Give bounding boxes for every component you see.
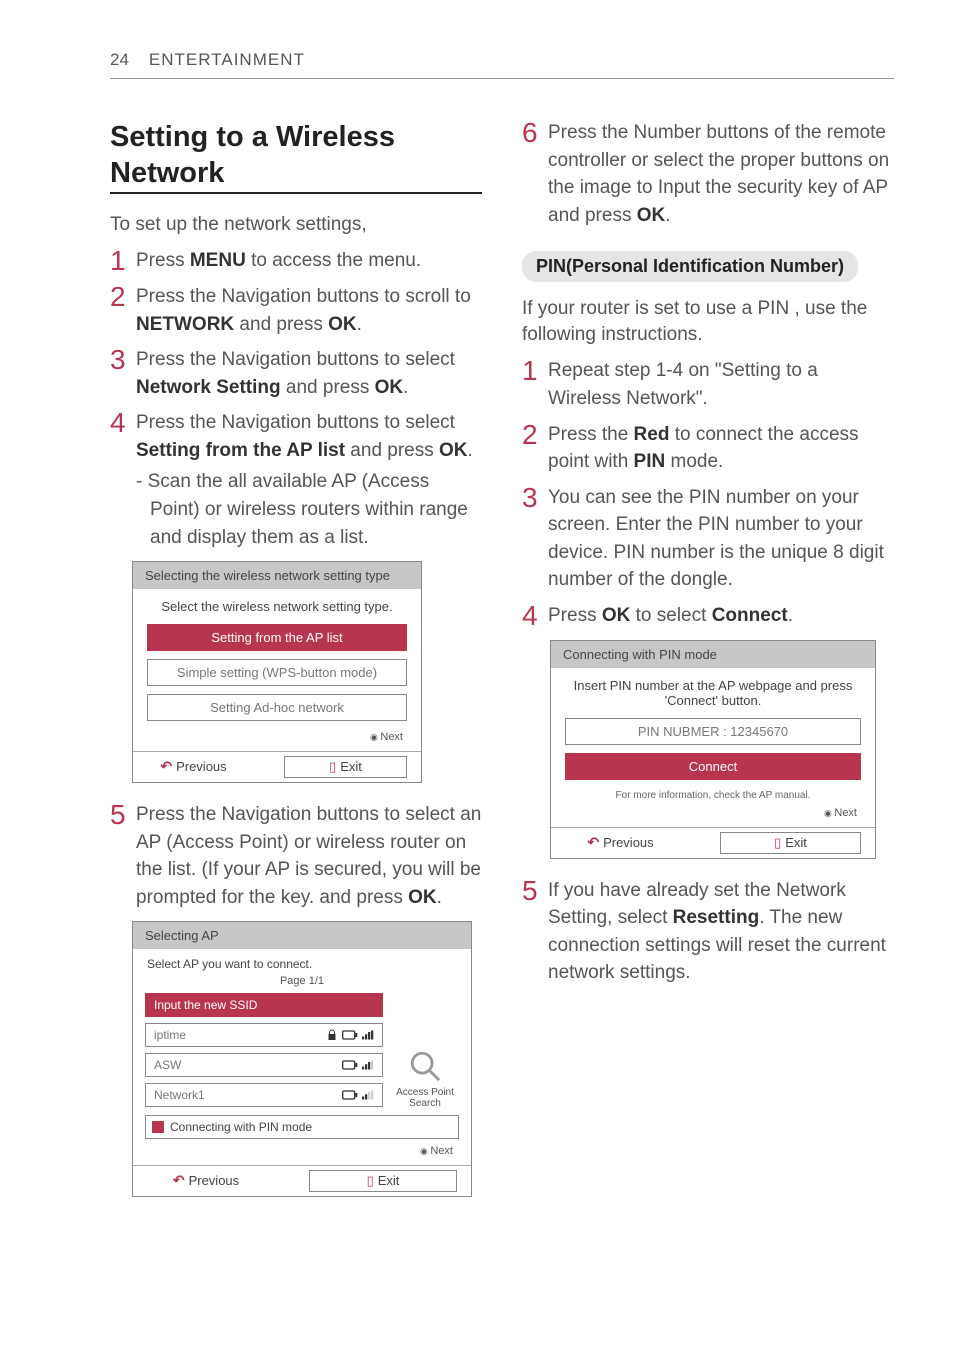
ap-row-network1[interactable]: Network1	[145, 1083, 383, 1107]
search-icon	[408, 1049, 442, 1083]
previous-button[interactable]: Previous	[551, 834, 690, 852]
section-name: ENTERTAINMENT	[149, 50, 305, 70]
ap-row-new-ssid[interactable]: Input the new SSID	[145, 993, 383, 1017]
pin-number-display: PIN NUBMER : 12345670	[565, 718, 861, 745]
step-text: Press the Navigation buttons to select a…	[136, 801, 482, 911]
pin-mode-button[interactable]: Connecting with PIN mode	[145, 1115, 459, 1139]
right-column: 6 Press the Number buttons of the remote…	[522, 119, 894, 1197]
page-number: 24	[110, 50, 129, 70]
next-button[interactable]: Next	[133, 1143, 471, 1165]
step-number: 3	[110, 346, 128, 401]
step-text: Press MENU to access the menu.	[136, 247, 482, 275]
step-text: Repeat step 1-4 on "Setting to a Wireles…	[548, 357, 894, 412]
pin-step-1: 1 Repeat step 1-4 on "Setting to a Wirel…	[522, 357, 894, 412]
previous-button[interactable]: Previous	[133, 758, 254, 776]
step-number: 3	[522, 484, 540, 594]
box-subtitle: Insert PIN number at the AP webpage and …	[551, 668, 875, 718]
box-subtitle: Select the wireless network setting type…	[133, 589, 421, 624]
next-button[interactable]: Next	[133, 729, 421, 751]
ap-row-iptime[interactable]: iptime	[145, 1023, 383, 1047]
left-steps-cont: 5 Press the Navigation buttons to select…	[110, 801, 482, 911]
pin-intro: If your router is set to use a PIN , use…	[522, 296, 894, 347]
step-3: 3 Press the Navigation buttons to select…	[110, 346, 482, 401]
search-panel[interactable]: Access Point Search	[391, 993, 459, 1113]
left-steps: 1 Press MENU to access the menu. 2 Press…	[110, 247, 482, 551]
step-number: 4	[522, 602, 540, 630]
box-footer: Previous Exit	[551, 827, 875, 858]
step-4-sub: - Scan the all available AP (Access Poin…	[136, 468, 482, 551]
step-text: Press the Navigation buttons to select N…	[136, 346, 482, 401]
step-number: 4	[110, 409, 128, 551]
pin-step-2: 2 Press the Red to connect the access po…	[522, 421, 894, 476]
step-text: Press the Navigation buttons to scroll t…	[136, 283, 482, 338]
previous-button[interactable]: Previous	[133, 1172, 279, 1190]
step-number: 5	[110, 801, 128, 911]
content-columns: Setting to a Wireless Network To set up …	[110, 119, 894, 1197]
step-number: 2	[522, 421, 540, 476]
ap-icons	[326, 1029, 374, 1041]
step-2: 2 Press the Navigation buttons to scroll…	[110, 283, 482, 338]
battery-icon	[342, 1060, 358, 1070]
battery-icon	[342, 1090, 358, 1100]
exit-button[interactable]: Exit	[309, 1170, 457, 1192]
ap-icons	[342, 1060, 374, 1070]
box-footer: Previous Exit	[133, 751, 421, 782]
left-column: Setting to a Wireless Network To set up …	[110, 119, 482, 1197]
step-6: 6 Press the Number buttons of the remote…	[522, 119, 894, 229]
step-text: Press the Red to connect the access poin…	[548, 421, 894, 476]
pin-mode-box: Connecting with PIN mode Insert PIN numb…	[550, 640, 876, 859]
signal-icon	[362, 1060, 374, 1070]
step-number: 6	[522, 119, 540, 229]
box-footer: Previous Exit	[133, 1165, 471, 1196]
step-number: 1	[522, 357, 540, 412]
option-adhoc[interactable]: Setting Ad-hoc network	[147, 694, 407, 721]
red-square-icon	[152, 1121, 164, 1133]
exit-button[interactable]: Exit	[720, 832, 861, 854]
step-4: 4 Press the Navigation buttons to select…	[110, 409, 482, 551]
step-text: Press the Number buttons of the remote c…	[548, 119, 894, 229]
right-step-6: 6 Press the Number buttons of the remote…	[522, 119, 894, 229]
pin-heading: PIN(Personal Identification Number)	[522, 251, 858, 282]
box-title: Connecting with PIN mode	[551, 641, 875, 668]
step-5: 5 Press the Navigation buttons to select…	[110, 801, 482, 911]
ap-row-asw[interactable]: ASW	[145, 1053, 383, 1077]
ap-list-wrap: Input the new SSID iptime ASW	[133, 993, 471, 1113]
exit-button[interactable]: Exit	[284, 756, 407, 778]
step-text: You can see the PIN number on your scree…	[548, 484, 894, 594]
wireless-setting-type-box: Selecting the wireless network setting t…	[132, 561, 422, 783]
box-footnote: For more information, check the AP manua…	[551, 788, 875, 805]
selecting-ap-box: Selecting AP Select AP you want to conne…	[132, 921, 472, 1197]
pin-step-3: 3 You can see the PIN number on your scr…	[522, 484, 894, 594]
lock-icon	[326, 1029, 338, 1041]
step-text: Press the Navigation buttons to select S…	[136, 409, 482, 551]
step-number: 5	[522, 877, 540, 987]
ap-icons	[342, 1090, 374, 1100]
battery-icon	[342, 1030, 358, 1040]
box-subhead: Select AP you want to connect.	[133, 949, 471, 975]
step-text: If you have already set the Network Sett…	[548, 877, 894, 987]
box-title: Selecting AP	[133, 922, 471, 949]
right-steps: 1 Repeat step 1-4 on "Setting to a Wirel…	[522, 357, 894, 629]
section-title: Setting to a Wireless Network	[110, 119, 482, 194]
option-wps[interactable]: Simple setting (WPS-button mode)	[147, 659, 407, 686]
pin-step-5: 5 If you have already set the Network Se…	[522, 877, 894, 987]
box-title: Selecting the wireless network setting t…	[133, 562, 421, 589]
step-1: 1 Press MENU to access the menu.	[110, 247, 482, 275]
connect-button[interactable]: Connect	[565, 753, 861, 780]
intro-text: To set up the network settings,	[110, 212, 482, 238]
step-text: Press OK to select Connect.	[548, 602, 894, 630]
pin-step-4: 4 Press OK to select Connect.	[522, 602, 894, 630]
right-step-5: 5 If you have already set the Network Se…	[522, 877, 894, 987]
page-header: 24 ENTERTAINMENT	[110, 50, 894, 79]
signal-icon	[362, 1090, 374, 1100]
page-indicator: Page 1/1	[133, 975, 471, 993]
ap-list: Input the new SSID iptime ASW	[145, 993, 383, 1113]
next-button[interactable]: Next	[551, 805, 875, 827]
step-number: 2	[110, 283, 128, 338]
step-number: 1	[110, 247, 128, 275]
option-ap-list[interactable]: Setting from the AP list	[147, 624, 407, 651]
signal-icon	[362, 1030, 374, 1040]
